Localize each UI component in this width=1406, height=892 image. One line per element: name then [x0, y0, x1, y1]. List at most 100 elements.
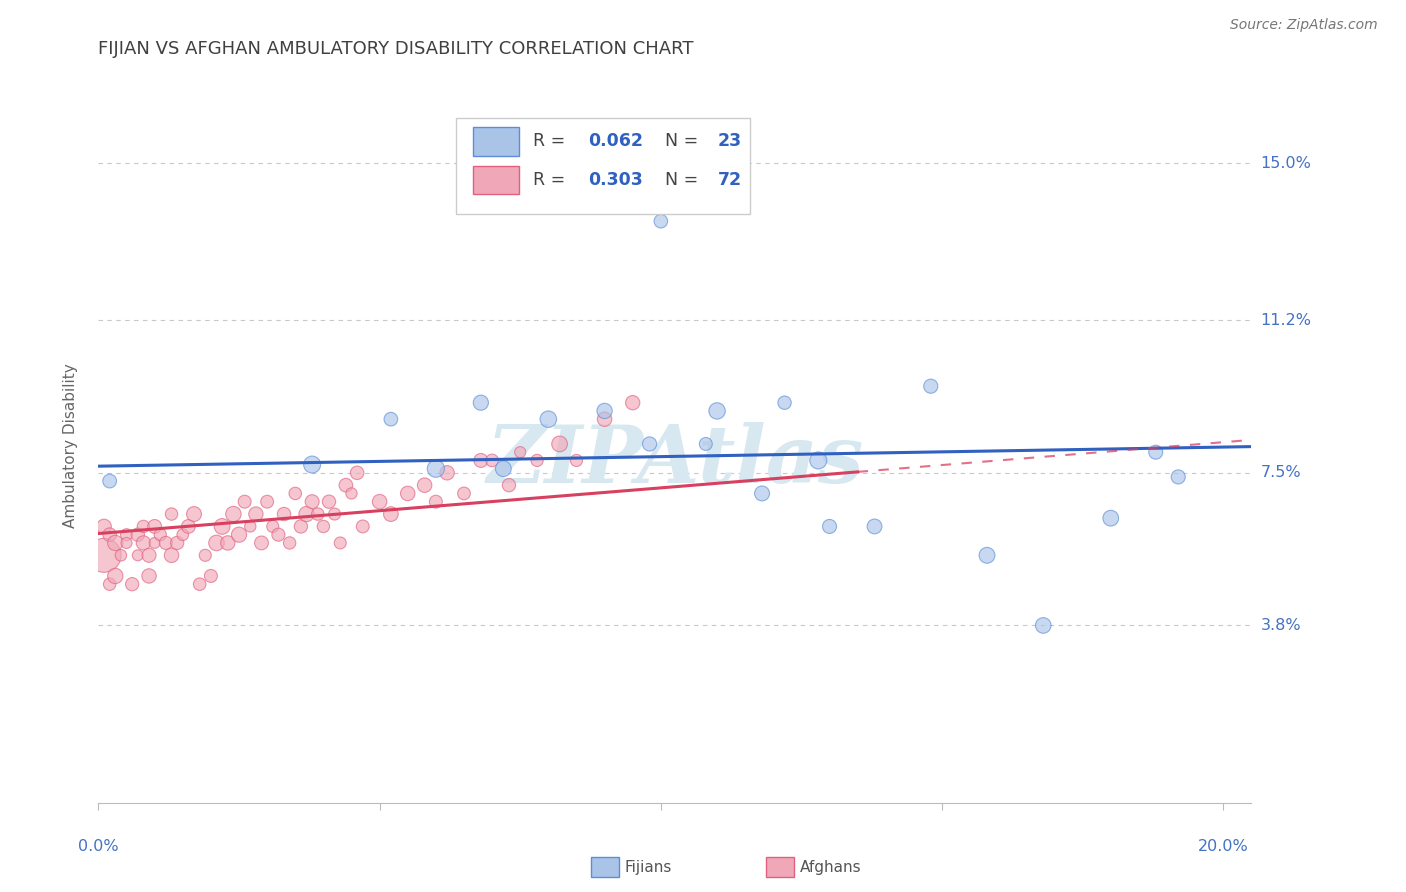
Text: R =: R = — [533, 171, 571, 189]
Point — [436, 466, 458, 480]
Point — [205, 536, 228, 550]
Point — [526, 453, 548, 467]
Point — [245, 507, 267, 521]
Point — [425, 494, 447, 508]
Point — [149, 527, 172, 541]
Point — [1032, 618, 1054, 632]
Point — [863, 519, 886, 533]
Point — [565, 453, 588, 467]
Point — [211, 519, 233, 533]
Text: N =: N = — [654, 171, 704, 189]
Point — [290, 519, 312, 533]
Point — [284, 486, 307, 500]
Point — [160, 507, 183, 521]
Point — [593, 404, 616, 418]
Text: 7.5%: 7.5% — [1261, 466, 1301, 480]
Point — [104, 569, 127, 583]
Text: 72: 72 — [717, 171, 741, 189]
Point — [329, 536, 352, 550]
Point — [104, 536, 127, 550]
Text: 0.303: 0.303 — [588, 171, 643, 189]
Point — [160, 549, 183, 563]
Point — [470, 395, 492, 409]
Point — [453, 486, 475, 500]
Point — [920, 379, 942, 393]
FancyBboxPatch shape — [472, 166, 519, 194]
Y-axis label: Ambulatory Disability: Ambulatory Disability — [63, 364, 77, 528]
Point — [621, 395, 644, 409]
Point — [481, 453, 503, 467]
Point — [166, 536, 188, 550]
Point — [138, 569, 160, 583]
Point — [93, 549, 115, 563]
Point — [413, 478, 436, 492]
Point — [976, 549, 998, 563]
Point — [323, 507, 346, 521]
Point — [706, 404, 728, 418]
Point — [200, 569, 222, 583]
Text: R =: R = — [533, 132, 571, 150]
Text: 0.062: 0.062 — [588, 132, 644, 150]
Point — [509, 445, 531, 459]
Point — [98, 474, 121, 488]
Point — [340, 486, 363, 500]
Point — [273, 507, 295, 521]
Point — [396, 486, 419, 500]
Point — [93, 519, 115, 533]
Point — [278, 536, 301, 550]
Point — [312, 519, 335, 533]
Text: 3.8%: 3.8% — [1261, 618, 1301, 633]
Point — [537, 412, 560, 426]
Point — [1144, 445, 1167, 459]
Text: 23: 23 — [717, 132, 741, 150]
Text: 20.0%: 20.0% — [1198, 839, 1249, 854]
Text: FIJIAN VS AFGHAN AMBULATORY DISABILITY CORRELATION CHART: FIJIAN VS AFGHAN AMBULATORY DISABILITY C… — [98, 40, 695, 58]
Point — [548, 437, 571, 451]
Point — [498, 478, 520, 492]
Text: Afghans: Afghans — [800, 860, 862, 874]
Point — [695, 437, 717, 451]
Text: Fijians: Fijians — [624, 860, 672, 874]
Point — [368, 494, 391, 508]
Point — [239, 519, 262, 533]
Point — [110, 549, 132, 563]
Point — [492, 461, 515, 475]
Point — [250, 536, 273, 550]
Point — [335, 478, 357, 492]
Point — [115, 527, 138, 541]
Point — [318, 494, 340, 508]
Point — [262, 519, 284, 533]
Text: Source: ZipAtlas.com: Source: ZipAtlas.com — [1230, 18, 1378, 32]
Point — [650, 214, 672, 228]
Point — [470, 453, 492, 467]
FancyBboxPatch shape — [456, 118, 749, 214]
FancyBboxPatch shape — [472, 127, 519, 155]
Point — [751, 486, 773, 500]
Point — [188, 577, 211, 591]
Text: 11.2%: 11.2% — [1261, 313, 1312, 327]
Point — [346, 466, 368, 480]
Point — [256, 494, 278, 508]
Text: N =: N = — [654, 132, 704, 150]
Point — [177, 519, 200, 533]
Point — [183, 507, 205, 521]
Point — [172, 527, 194, 541]
Point — [301, 494, 323, 508]
Point — [143, 519, 166, 533]
Point — [115, 536, 138, 550]
Point — [217, 536, 239, 550]
Point — [228, 527, 250, 541]
Point — [1099, 511, 1122, 525]
Point — [380, 412, 402, 426]
Text: 15.0%: 15.0% — [1261, 156, 1312, 171]
Point — [295, 507, 318, 521]
Point — [127, 527, 149, 541]
Point — [132, 519, 155, 533]
Point — [233, 494, 256, 508]
Point — [638, 437, 661, 451]
Point — [98, 527, 121, 541]
Point — [98, 577, 121, 591]
Point — [267, 527, 290, 541]
Point — [1167, 470, 1189, 484]
Point — [121, 577, 143, 591]
